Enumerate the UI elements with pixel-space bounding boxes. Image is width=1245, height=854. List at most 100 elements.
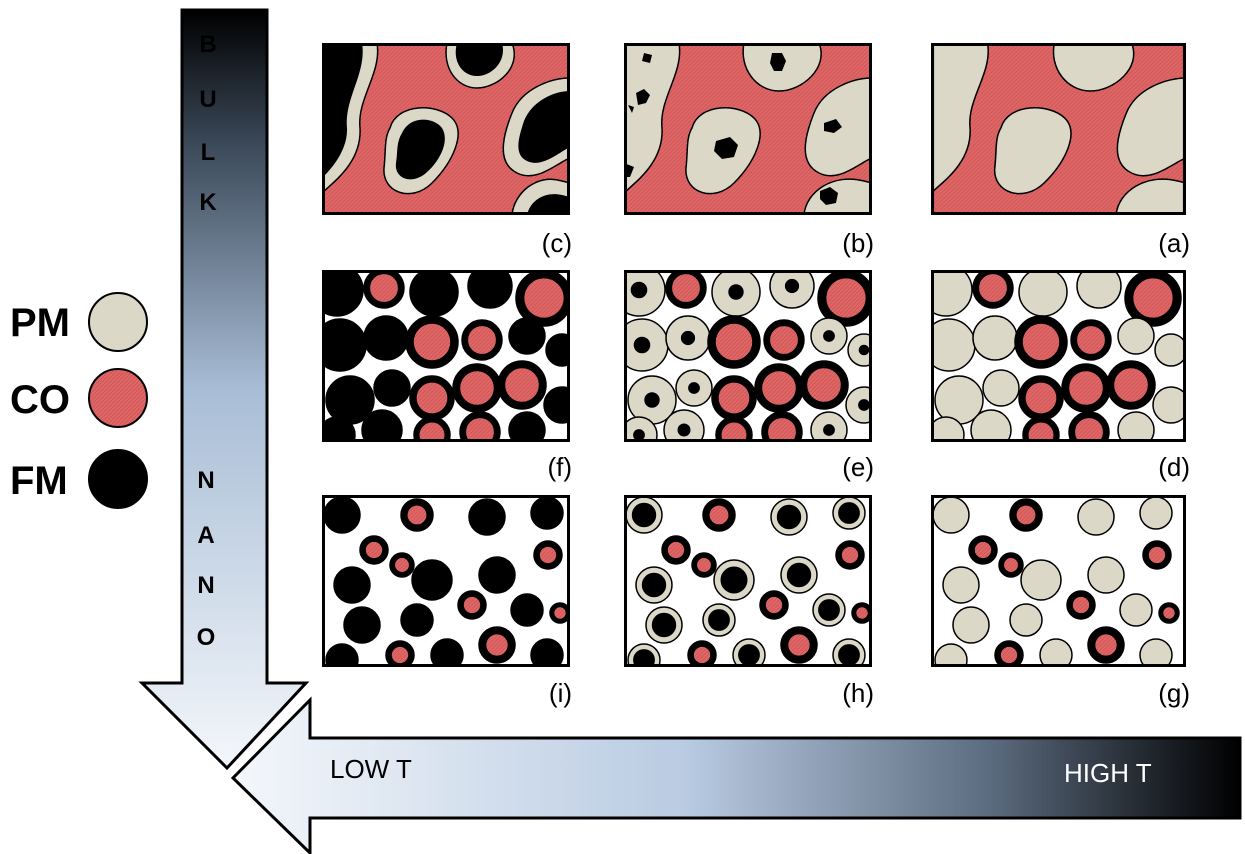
particle	[732, 638, 766, 667]
particle	[1117, 411, 1155, 442]
panel-a: (a)	[931, 43, 1190, 258]
panel-b-label: (b)	[842, 228, 874, 258]
particle	[409, 375, 455, 421]
legend-item-co: CO	[10, 368, 148, 428]
legend-item-fm: FM	[10, 449, 148, 509]
particle	[1139, 638, 1173, 667]
particle	[624, 416, 658, 442]
particle	[972, 270, 1014, 309]
particle	[713, 559, 755, 601]
panel-g-particles	[931, 495, 1186, 667]
panel-d-label: (d)	[1158, 452, 1190, 482]
legend-pm-label: PM	[10, 301, 70, 345]
charge-ordered-phase-circle-icon	[88, 368, 148, 428]
particle	[810, 317, 848, 355]
particle	[1009, 603, 1043, 637]
particle	[1068, 411, 1110, 442]
particle	[711, 375, 757, 421]
panel-i: (i)	[322, 495, 572, 708]
particle	[645, 606, 683, 644]
particle	[1119, 593, 1153, 627]
nano-letter-3: N	[197, 572, 214, 599]
nano-letter-2: A	[197, 522, 214, 549]
panel-i-particles	[322, 495, 570, 667]
particle	[817, 270, 872, 327]
particle	[847, 333, 872, 367]
particle	[325, 643, 359, 667]
particle	[835, 540, 865, 570]
particle	[932, 496, 970, 534]
particle	[931, 270, 973, 317]
panel-f-particles	[322, 270, 570, 442]
particle	[373, 369, 411, 407]
panel-f: (f)	[322, 270, 572, 482]
panel-g-label: (g)	[1158, 678, 1190, 708]
particle	[942, 566, 980, 604]
particle	[769, 270, 815, 309]
particle	[702, 603, 736, 637]
particle	[665, 270, 707, 309]
particle	[780, 626, 818, 664]
particle	[934, 643, 968, 667]
particle	[832, 496, 866, 530]
particle	[812, 593, 846, 627]
panel-c: (c)	[322, 43, 572, 258]
particle	[763, 319, 805, 361]
particle	[851, 602, 872, 624]
particle	[363, 315, 409, 361]
particle	[982, 369, 1020, 407]
particle	[754, 363, 804, 413]
particle	[665, 315, 711, 361]
particle	[385, 640, 415, 667]
panel-e-label: (e)	[842, 452, 874, 482]
particle	[761, 411, 803, 442]
ferromagnetic-phase-circle-icon	[88, 449, 148, 509]
panel-d: (d)	[931, 270, 1190, 482]
particle	[457, 590, 487, 620]
particle	[994, 640, 1024, 667]
particle	[478, 626, 516, 664]
particle	[952, 606, 990, 644]
particle	[687, 640, 717, 667]
particle	[1020, 559, 1062, 601]
particle	[545, 333, 570, 367]
particle	[972, 315, 1018, 361]
panel-f-label: (f)	[547, 452, 572, 482]
temperature-axis-arrow: LOW T HIGH T	[230, 696, 1242, 854]
particle	[322, 270, 364, 317]
particle	[931, 416, 965, 442]
particle	[363, 270, 405, 309]
panel-h-label: (h)	[842, 678, 874, 708]
bulk-letter-2: U	[199, 86, 216, 113]
panel-g: (g)	[931, 495, 1190, 708]
particle	[1124, 270, 1182, 327]
particle	[810, 411, 848, 442]
particle	[510, 593, 544, 627]
particle	[627, 375, 677, 425]
particle	[359, 535, 389, 565]
particle	[478, 556, 516, 594]
particle	[780, 556, 818, 594]
bulk-letter-1: B	[199, 31, 216, 58]
particle	[1139, 496, 1173, 530]
particle	[663, 409, 705, 442]
nano-letter-1: N	[197, 467, 214, 494]
particle	[409, 270, 459, 317]
particle	[1039, 638, 1073, 667]
particle	[1018, 375, 1064, 421]
particle	[461, 319, 503, 361]
particle	[1077, 498, 1115, 536]
particle	[970, 409, 1012, 442]
panel-d-particles	[931, 270, 1186, 442]
particle	[1087, 626, 1125, 664]
particle	[343, 606, 381, 644]
panel-h: (h)	[624, 495, 874, 708]
particle	[361, 409, 403, 442]
paramagnetic-phase-circle-icon	[88, 292, 148, 352]
particle	[625, 496, 663, 534]
particle	[715, 416, 753, 442]
particle	[497, 360, 547, 410]
particle	[322, 416, 356, 442]
particle	[1158, 602, 1180, 624]
panel-i-label: (i)	[549, 678, 572, 708]
